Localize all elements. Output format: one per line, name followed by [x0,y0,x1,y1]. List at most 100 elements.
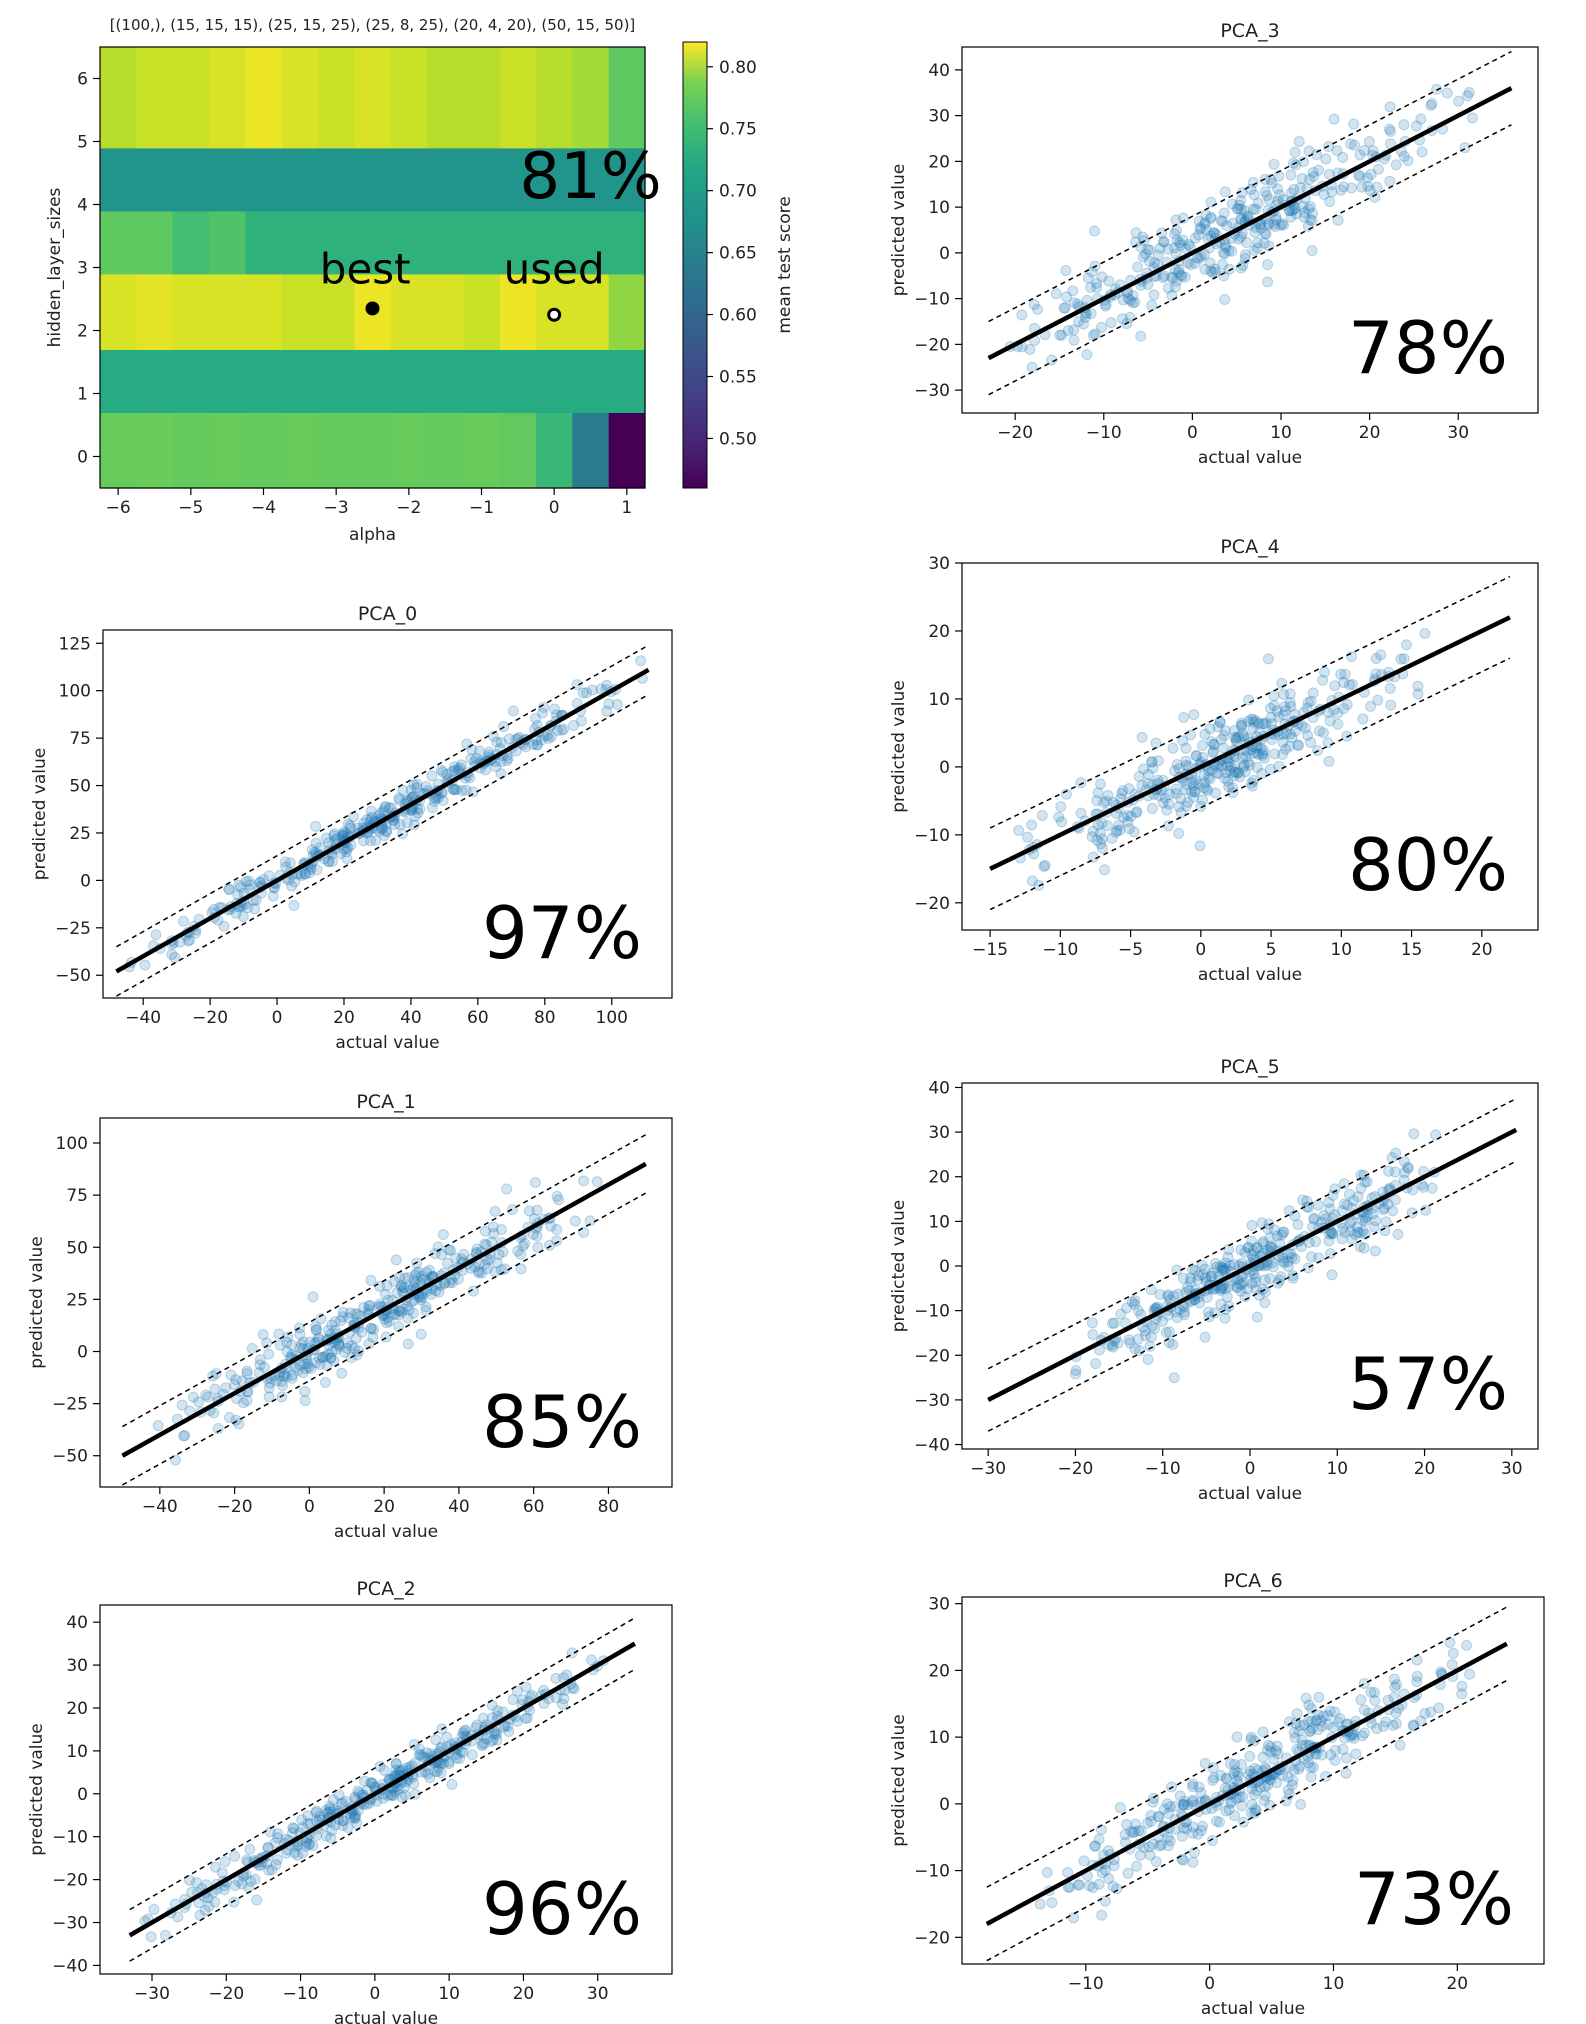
data-point [1398,1156,1410,1168]
data-point [1235,231,1247,243]
heatmap-cell [354,210,392,275]
x-tick-label: 30 [1447,423,1469,443]
data-point [586,1654,598,1666]
heatmap-cell [136,147,174,212]
data-point [429,1766,441,1778]
data-point [397,1764,409,1776]
data-point [1343,679,1355,691]
data-point [1180,755,1192,767]
data-point [1289,146,1301,158]
data-point [1369,1695,1381,1707]
score-label: 85% [482,1380,642,1464]
data-point [278,1370,290,1382]
data-point [1127,297,1139,309]
data-point [1229,732,1241,744]
data-point [1235,195,1247,207]
heatmap-cell [499,273,537,350]
colorbar-tick-label: 0.70 [719,182,757,202]
data-point [328,830,340,842]
data-point [264,1377,276,1389]
data-point [611,698,623,710]
data-point [303,867,315,879]
data-point [401,1300,413,1312]
data-point [1270,214,1282,226]
data-point [258,873,270,885]
heatmap-cell [499,412,537,489]
heatmap-cell [172,147,210,212]
heatmap-cell [390,147,428,212]
data-point [1147,762,1159,774]
data-point [1247,177,1259,189]
data-point [1286,731,1298,743]
data-point [1245,1731,1257,1743]
data-point [491,1734,503,1746]
used-label: used [504,244,605,293]
data-point [531,739,543,751]
data-point [1174,1790,1186,1802]
data-point [1408,1719,1420,1731]
data-point [1228,725,1240,737]
y-tick-label: −10 [914,290,950,310]
data-point [1341,1199,1353,1211]
data-point [430,1734,442,1746]
data-point [328,828,340,840]
data-point [490,761,502,773]
data-point [1231,1282,1243,1294]
data-point [458,1725,470,1737]
data-point [229,1850,241,1862]
data-point [1133,770,1145,782]
data-point [299,1357,311,1369]
data-point [480,764,492,776]
data-point [550,1692,562,1704]
data-point [1175,239,1187,251]
data-point [1245,1248,1257,1260]
heatmap-cell [318,47,355,149]
data-point [400,1762,412,1774]
data-point [1217,1264,1229,1276]
heatmap-cell [245,273,283,350]
data-point [320,832,332,844]
data-point [1222,760,1234,772]
data-point [382,1789,394,1801]
data-point [361,1784,373,1796]
data-point [558,1693,570,1705]
data-point [1298,156,1310,168]
data-point [430,1285,442,1297]
data-point [1114,1802,1126,1814]
data-point [356,1326,368,1338]
data-point [286,1827,298,1839]
data-point [437,766,449,778]
data-point [1228,1259,1240,1271]
data-point [1060,265,1072,277]
data-point [312,1331,324,1343]
data-point [379,1313,391,1325]
data-point [1197,794,1209,806]
data-point [1250,747,1262,759]
data-point [1294,182,1306,194]
data-point [1358,1169,1370,1181]
data-point [1248,244,1260,256]
data-point [1180,784,1192,796]
data-point [497,1706,509,1718]
chart-title: PCA_4 [1220,536,1279,558]
data-point [1190,750,1202,762]
data-point [1221,1291,1233,1303]
data-point [591,1176,603,1188]
y-tick-label: −10 [914,1862,950,1882]
data-point [1219,772,1231,784]
data-point [220,1382,232,1394]
lower-band-line [116,693,649,997]
data-point [366,811,378,823]
data-point [250,894,262,906]
data-point [1189,774,1201,786]
data-point [1219,248,1231,260]
data-point [341,852,353,864]
data-point [199,1904,211,1916]
data-point [145,1931,157,1943]
data-point [1199,1263,1211,1275]
data-point [345,822,357,834]
data-point [577,687,589,699]
data-point [1078,1855,1090,1867]
data-point [1415,113,1427,125]
data-point [1162,1831,1174,1843]
